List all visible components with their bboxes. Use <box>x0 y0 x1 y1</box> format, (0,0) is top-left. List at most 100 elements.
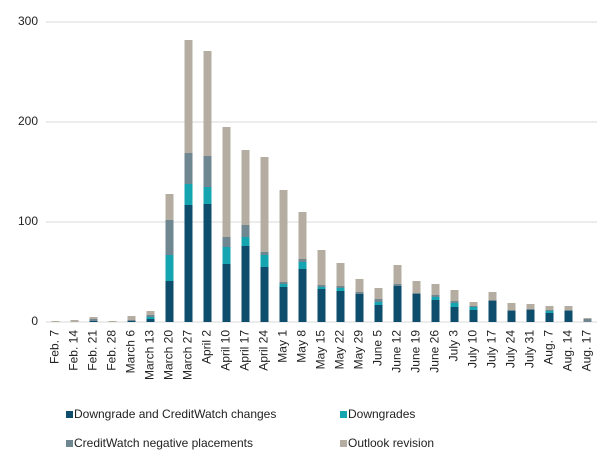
x-tick-label: April 10 <box>219 330 233 371</box>
x-tick-label: May 1 <box>276 330 290 363</box>
x-tick-label: July 3 <box>447 330 461 362</box>
x-tick-label: Aug. 7 <box>542 330 556 365</box>
bar-segment <box>507 311 516 322</box>
x-tick-label: Aug. 17 <box>580 330 594 372</box>
bar-segment <box>184 153 193 184</box>
bar-segment <box>203 51 212 156</box>
x-tick-label: July 10 <box>466 330 480 368</box>
bar-segment <box>317 287 326 289</box>
legend-swatch <box>66 411 73 418</box>
legend-swatch <box>340 440 347 447</box>
bar-segment <box>70 320 79 322</box>
x-tick-label: Feb. 14 <box>67 330 81 371</box>
bar-segment <box>336 263 345 286</box>
bar-segment <box>488 292 497 300</box>
bar-segment <box>583 318 592 319</box>
bar-segment <box>127 316 136 320</box>
x-tick-label: June 26 <box>428 330 442 373</box>
bar-segment <box>545 311 554 313</box>
bar-segment <box>488 300 497 301</box>
bar-segment <box>450 301 459 303</box>
bar-segment <box>431 300 440 322</box>
legend-label: Downgrade and CreditWatch changes <box>74 407 276 421</box>
x-tick-label: April 24 <box>257 330 271 371</box>
bar-segment <box>222 264 231 322</box>
bar-segment <box>336 291 345 322</box>
x-tick-label: Aug. 14 <box>561 330 575 372</box>
x-tick-label: March 20 <box>162 330 176 380</box>
bar-segment <box>241 150 250 225</box>
bar-segment <box>526 310 535 322</box>
y-tick-label: 300 <box>18 14 38 28</box>
bar-segment <box>165 194 174 220</box>
bar-segment <box>355 292 364 294</box>
bar-segment <box>469 307 478 310</box>
bar-segment <box>545 306 554 310</box>
x-tick-label: May 22 <box>333 330 347 370</box>
bar-segment <box>355 294 364 322</box>
bar-segment <box>374 288 383 299</box>
bar-segment <box>222 127 231 237</box>
bar-segment <box>374 305 383 322</box>
bar-segment <box>412 281 421 293</box>
y-tick-label: 200 <box>18 114 38 128</box>
x-tick-label: April 2 <box>200 330 214 364</box>
bar-segment <box>89 319 98 321</box>
bar-segment <box>222 237 231 247</box>
bar-segment <box>431 284 440 295</box>
bar-segment <box>184 184 193 205</box>
legend-swatch <box>340 411 347 418</box>
bar-segment <box>431 297 440 300</box>
bar-segment <box>146 315 155 317</box>
bar-segment <box>526 309 535 310</box>
bar-segment <box>108 321 117 322</box>
bar-segment <box>393 284 402 286</box>
x-tick-label: May 8 <box>295 330 309 363</box>
x-tick-label: March 27 <box>181 330 195 380</box>
bar-segment <box>507 303 516 310</box>
legend-label: CreditWatch negative placements <box>74 436 253 450</box>
bar-segment <box>393 265 402 284</box>
bar-segment <box>393 286 402 322</box>
bar-segment <box>260 267 269 322</box>
bar-segment <box>146 319 155 322</box>
bar-segment <box>564 311 573 322</box>
bar-segment <box>412 294 421 322</box>
x-tick-label: Feb. 21 <box>86 330 100 371</box>
y-tick-label: 0 <box>31 314 38 328</box>
bar-segment <box>127 320 136 321</box>
bar-segment <box>260 157 269 252</box>
bar-segment <box>203 187 212 204</box>
bar-segment <box>298 212 307 259</box>
bar-segment <box>298 262 307 269</box>
legend-swatch <box>66 440 73 447</box>
x-tick-label: June 19 <box>409 330 423 373</box>
bar-segment <box>89 317 98 319</box>
bar-segment <box>165 281 174 322</box>
bar-segment <box>279 190 288 282</box>
bar-segment <box>469 310 478 322</box>
bar-segment <box>241 237 250 246</box>
bar-segment <box>222 247 231 264</box>
y-tick-label: 100 <box>18 214 38 228</box>
x-tick-label: Feb. 28 <box>105 330 119 371</box>
x-tick-label: June 12 <box>390 330 404 373</box>
bar-segment <box>241 246 250 322</box>
x-tick-label: July 31 <box>523 330 537 368</box>
bar-segment <box>488 301 497 322</box>
bar-segment <box>545 310 554 311</box>
x-tick-label: July 24 <box>504 330 518 368</box>
bar-segment <box>450 290 459 301</box>
bar-segment <box>165 255 174 281</box>
bar-segment <box>412 293 421 294</box>
x-tick-label: May 29 <box>352 330 366 370</box>
x-tick-label: March 6 <box>124 330 138 374</box>
legend-label: Outlook revision <box>348 436 434 450</box>
bar-segment <box>165 220 174 255</box>
bar-segment <box>279 284 288 287</box>
bar-segment <box>203 156 212 187</box>
bar-segment <box>260 255 269 267</box>
bar-segment <box>184 40 193 153</box>
bar-segment <box>317 289 326 322</box>
bar-segment <box>279 287 288 322</box>
